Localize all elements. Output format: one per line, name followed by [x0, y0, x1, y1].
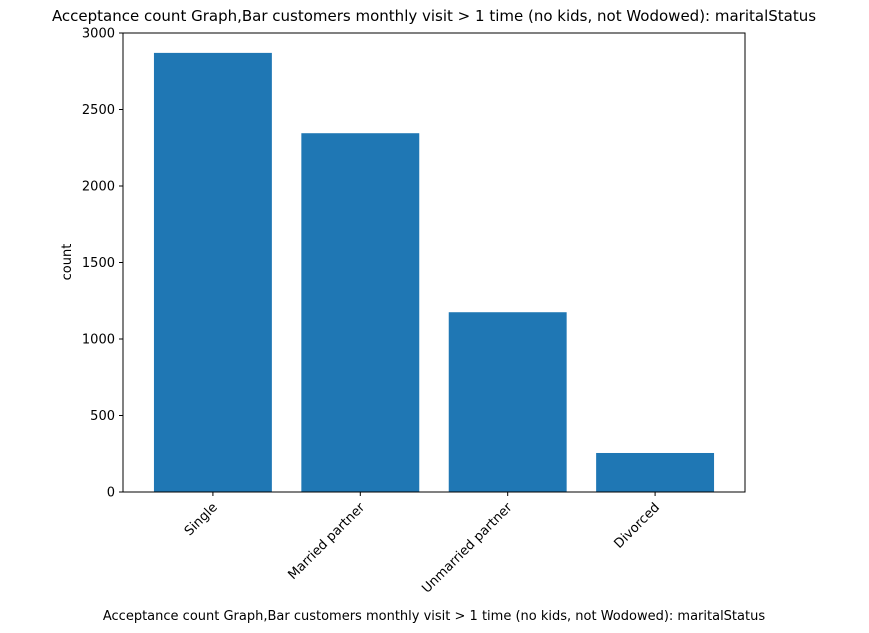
plot-frame	[122, 32, 746, 493]
x-axis-label: Acceptance count Graph,Bar customers mon…	[103, 609, 765, 624]
bars-layer	[153, 52, 715, 492]
x-tick-label-married-partner: Married partner	[285, 500, 368, 583]
y-tick-label: 2500	[82, 103, 115, 118]
x-tick-label-single: Single	[182, 500, 221, 539]
y-axis-label: count	[60, 244, 75, 281]
y-tick-label: 1000	[82, 333, 115, 348]
bar-single	[153, 52, 272, 492]
y-tick-label: 0	[107, 486, 115, 501]
y-axis: 0 500 1000 1500 2000 2500 3000	[82, 27, 123, 501]
y-tick-label: 500	[90, 409, 115, 424]
y-tick-label: 2000	[82, 180, 115, 195]
y-tick-label: 3000	[82, 27, 115, 42]
x-tick-label-unmarried-partner: Unmarried partner	[419, 500, 516, 597]
bar-divorced	[596, 452, 715, 492]
x-axis: Single Married partner Unmarried partner Di…	[182, 492, 663, 596]
x-tick-label-divorced: Divorced	[611, 500, 662, 551]
chart-title: Acceptance count Graph,Bar customers mon…	[52, 7, 816, 25]
y-tick-label: 1500	[82, 256, 115, 271]
bar-unmarried-partner	[448, 312, 567, 492]
bar-married-partner	[301, 133, 420, 492]
